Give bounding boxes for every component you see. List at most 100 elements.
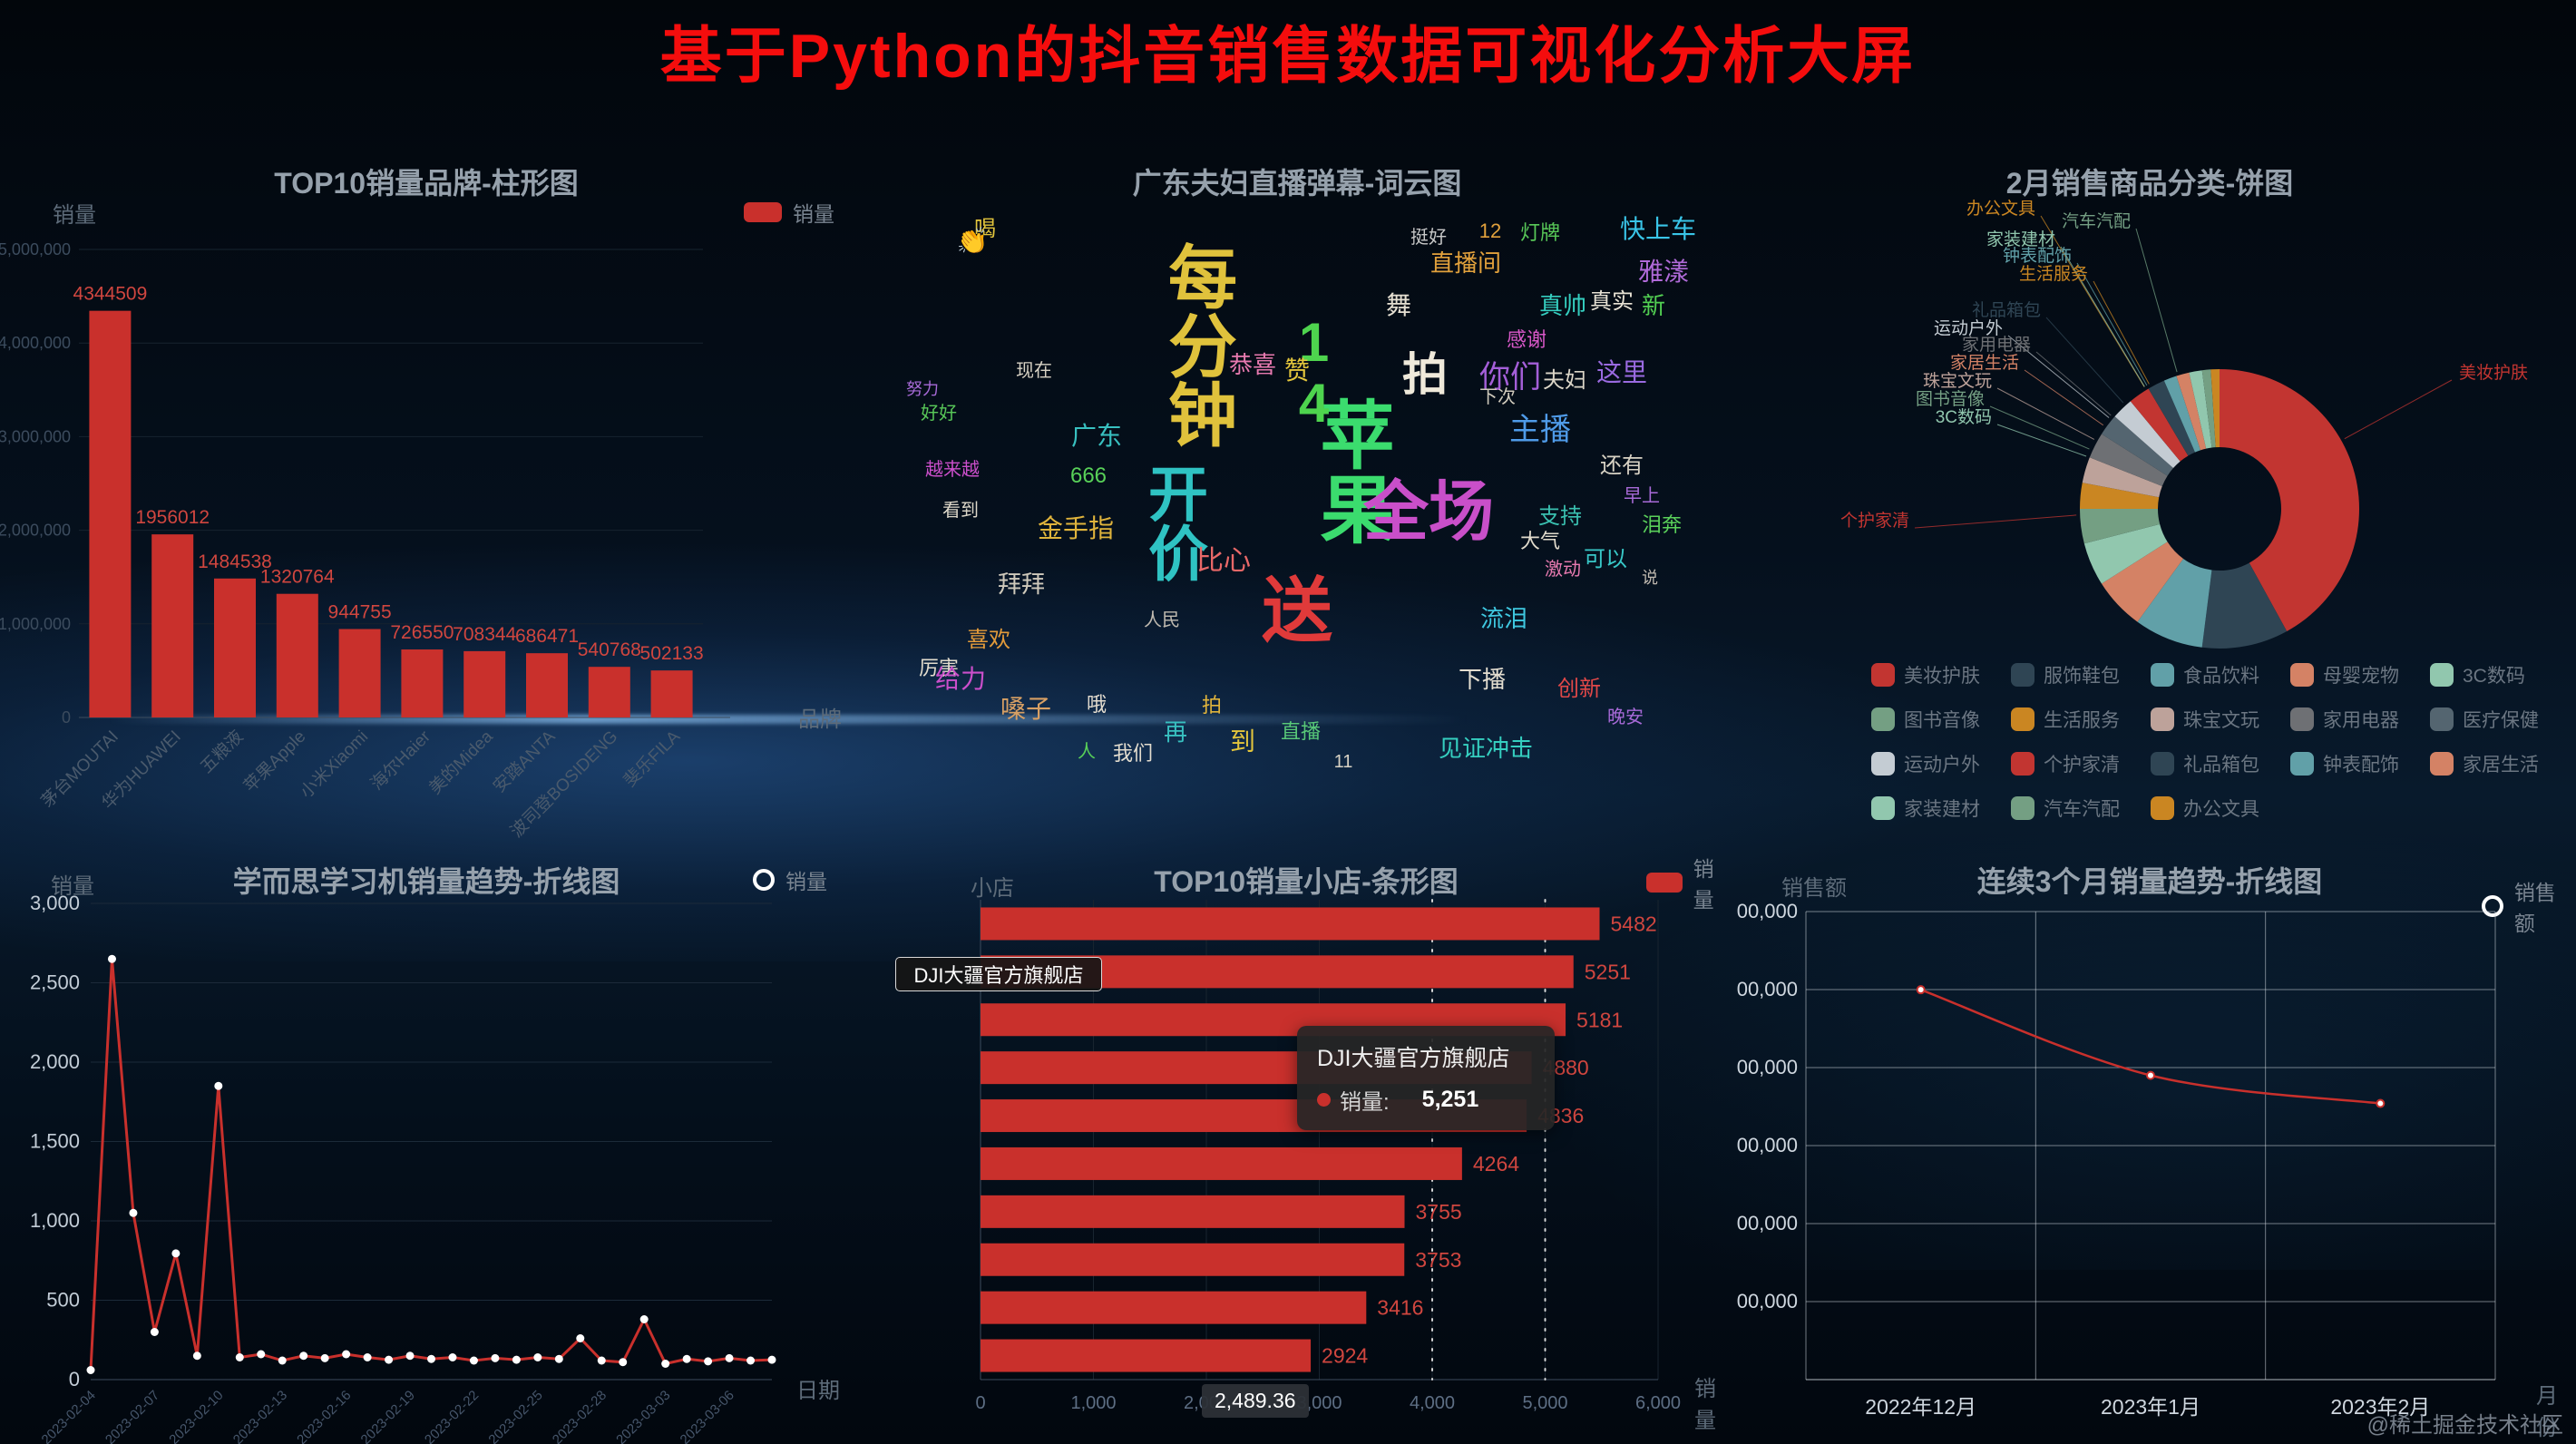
bar[interactable]	[526, 653, 568, 717]
wordcloud-word[interactable]: 厉害	[918, 657, 960, 679]
pie-legend-item[interactable]: 礼品箱包	[2151, 750, 2259, 777]
wordcloud-word[interactable]: 再	[1163, 718, 1188, 746]
data-point[interactable]	[725, 1353, 734, 1362]
pie-slice[interactable]	[2201, 562, 2288, 649]
bar[interactable]	[401, 649, 444, 717]
data-point[interactable]	[257, 1350, 266, 1359]
wordcloud-word[interactable]: 每分钟	[1157, 241, 1234, 448]
pie-legend-item[interactable]: 珠宝文玩	[2151, 706, 2259, 733]
wordcloud-word[interactable]: 这里	[1595, 358, 1648, 386]
pie-legend-item[interactable]: 生活服务	[2011, 706, 2120, 733]
wordcloud-word[interactable]: 见证冲击	[1438, 735, 1534, 762]
pie-legend-item[interactable]: 钟表配饰	[2290, 750, 2399, 777]
wordcloud-word[interactable]: 金手指	[1037, 514, 1115, 542]
pie-slice[interactable]	[2130, 388, 2189, 462]
data-point[interactable]	[576, 1334, 585, 1342]
wordcloud-word[interactable]: 人	[1078, 742, 1096, 762]
pie-slice[interactable]	[2137, 559, 2212, 648]
pie-slice[interactable]	[2220, 369, 2359, 631]
bar[interactable]	[214, 578, 256, 717]
wordcloud-word[interactable]: 泪奔	[1641, 513, 1683, 536]
wordcloud-word[interactable]: 送	[1261, 571, 1333, 650]
wordcloud-word[interactable]: 拍	[1201, 694, 1223, 717]
legend-xes-line[interactable]: 销量	[753, 864, 827, 895]
bar[interactable]	[338, 629, 381, 717]
wordcloud-word[interactable]: 早上	[1624, 486, 1660, 506]
legend-shop-bar[interactable]: 销量	[1646, 852, 1732, 913]
pie-legend-item[interactable]: 服饰鞋包	[2011, 661, 2120, 688]
wordcloud-word[interactable]: 越来越	[925, 460, 980, 480]
data-point[interactable]	[639, 1315, 649, 1323]
wordcloud-word[interactable]: 说	[1642, 569, 1658, 587]
bar[interactable]	[981, 1146, 1462, 1180]
wordcloud-word[interactable]: 嗓子	[1000, 695, 1052, 723]
data-point[interactable]	[2376, 1098, 2386, 1108]
data-point[interactable]	[150, 1328, 159, 1336]
data-point[interactable]	[2146, 1070, 2155, 1080]
wordcloud-word[interactable]: 14	[1283, 312, 1344, 434]
wordcloud-word[interactable]: 新	[1641, 292, 1666, 319]
wordcloud-word[interactable]: 赞	[1283, 356, 1311, 385]
wordcloud-word[interactable]: 主播	[1509, 413, 1571, 447]
bar[interactable]	[981, 1243, 1405, 1276]
wordcloud-word[interactable]: 大气	[1519, 530, 1561, 552]
data-point[interactable]	[597, 1356, 606, 1365]
pie-legend-item[interactable]: 母婴宠物	[2290, 661, 2399, 688]
pie-legend-item[interactable]: 个护家清	[2011, 750, 2120, 777]
shop-bar-chart[interactable]: 01,0002,0003,0004,0005,0006,000548252515…	[880, 848, 1732, 1444]
pie-legend-item[interactable]: 图书音像	[1871, 706, 1980, 733]
wordcloud-word[interactable]: 雅漾	[1637, 258, 1690, 286]
wordcloud-word[interactable]: 666	[1069, 463, 1107, 488]
wordcloud-word[interactable]: 到	[1229, 727, 1256, 756]
wordcloud-word[interactable]: 12	[1478, 220, 1502, 242]
wordcloud-word[interactable]: 快上车	[1619, 215, 1697, 243]
wordcloud-word[interactable]: 人民	[1144, 610, 1180, 630]
wordcloud-word[interactable]: 喝	[974, 217, 996, 241]
pie-slice[interactable]	[2080, 509, 2161, 544]
data-point[interactable]	[619, 1358, 628, 1367]
pie-legend-item[interactable]: 运动户外	[1871, 750, 1980, 777]
pie-slice[interactable]	[2089, 434, 2168, 486]
data-point[interactable]	[129, 1208, 138, 1217]
bar[interactable]	[981, 907, 1600, 941]
pie-slice[interactable]	[2189, 370, 2212, 449]
wordcloud-word[interactable]: 真实	[1590, 289, 1634, 314]
pie-slice[interactable]	[2148, 380, 2195, 456]
wordcloud-word[interactable]: 夫妇	[1543, 368, 1586, 393]
data-point[interactable]	[767, 1355, 776, 1364]
wordcloud-chart[interactable]: 每分钟 苹果 全场 开价送 14 拍主播 你们 夫妇 直播间 快上车 雅漾 灯牌 12 挺好 真实新真帅舞恭…	[880, 150, 1714, 812]
pie-slice[interactable]	[2080, 483, 2160, 509]
wordcloud-word[interactable]: 直播间	[1429, 249, 1502, 277]
bar[interactable]	[981, 1195, 1405, 1228]
data-point[interactable]	[554, 1354, 563, 1363]
xes-line-chart[interactable]: 0 500 1,000 1,500 2,000 2,500 3,000 2023-02-04 2…	[0, 848, 853, 1444]
data-point[interactable]	[746, 1356, 756, 1365]
data-point[interactable]	[86, 1366, 95, 1374]
category-pie-chart[interactable]: 办公文具 汽车汽配 家装建材 钟表配饰 生活服务 礼品箱包 运动户外 家用电器 家居生活 珠宝文玩…	[1723, 150, 2576, 820]
bar[interactable]	[650, 670, 693, 717]
wordcloud-word[interactable]: 下播	[1458, 666, 1507, 693]
legend-brand-bar[interactable]: 销量	[744, 197, 834, 228]
wordcloud-word[interactable]: 挺好	[1410, 228, 1447, 248]
wordcloud-word[interactable]: 可以	[1584, 547, 1627, 571]
data-point[interactable]	[235, 1353, 244, 1361]
pie-legend-item[interactable]: 家装建材	[1871, 795, 1980, 822]
data-point[interactable]	[682, 1354, 691, 1363]
pie-legend-item[interactable]: 家居生活	[2430, 750, 2539, 777]
legend-monthly-line[interactable]: 销售额	[2482, 875, 2576, 937]
data-point[interactable]	[427, 1354, 435, 1363]
data-point[interactable]	[533, 1353, 542, 1361]
pie-slice[interactable]	[2210, 369, 2220, 448]
wordcloud-word[interactable]: 拍	[1402, 349, 1448, 400]
wordcloud-word[interactable]: 哦	[1086, 693, 1107, 716]
bar[interactable]	[89, 310, 132, 717]
bar[interactable]	[981, 1291, 1367, 1324]
data-point[interactable]	[1916, 985, 1926, 995]
data-point[interactable]	[299, 1351, 308, 1361]
wordcloud-word[interactable]: 11	[1333, 752, 1353, 772]
wordcloud-word[interactable]: 看到	[942, 501, 979, 521]
wordcloud-word[interactable]: 苹果	[1309, 396, 1391, 545]
data-point[interactable]	[107, 954, 116, 963]
pie-legend-item[interactable]: 家用电器	[2290, 706, 2399, 733]
wordcloud-word[interactable]: 直播	[1280, 720, 1322, 743]
